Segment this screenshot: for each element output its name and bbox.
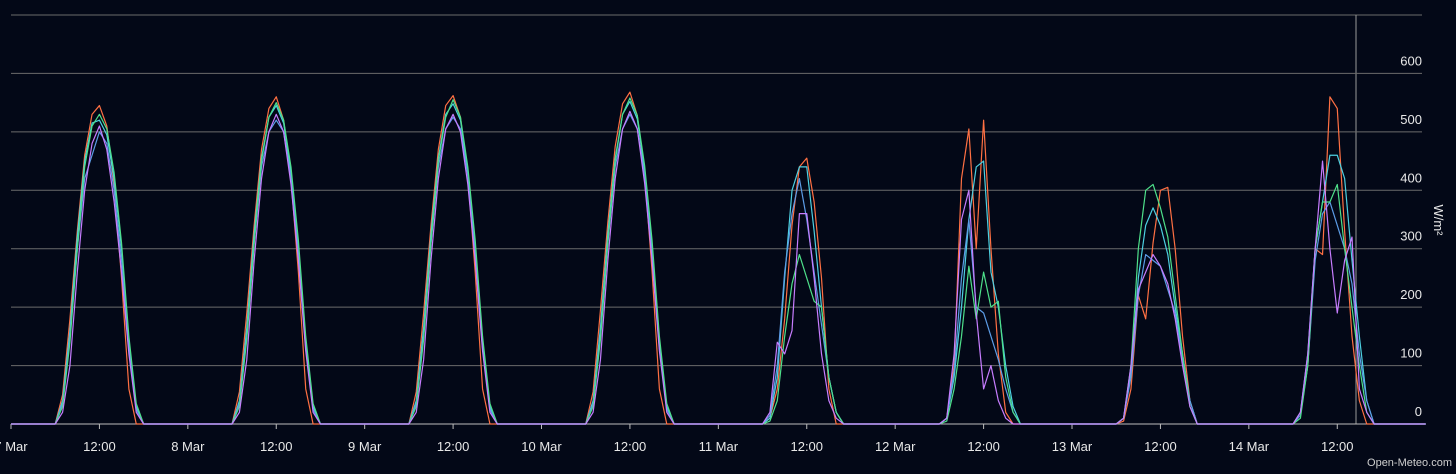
x-tick-label: 12:00	[1321, 439, 1354, 454]
x-tick-label: 14 Mar	[1229, 439, 1270, 454]
x-tick-label: 9 Mar	[348, 439, 382, 454]
x-tick-label: 8 Mar	[171, 439, 205, 454]
x-tick-label: 12:00	[967, 439, 1000, 454]
x-tick-label: 12 Mar	[875, 439, 916, 454]
y-tick-label: 300	[1400, 229, 1422, 244]
y-axis-label: W/m²	[1431, 204, 1446, 236]
x-tick-label: 12:00	[260, 439, 293, 454]
x-tick-label: 12:00	[437, 439, 470, 454]
y-tick-label: 400	[1400, 170, 1422, 185]
y-tick-label: 0	[1415, 404, 1422, 419]
x-tick-label: 12:00	[1144, 439, 1177, 454]
x-tick-label: 13 Mar	[1052, 439, 1093, 454]
x-tick-label: 12:00	[790, 439, 823, 454]
x-tick-label: 12:00	[614, 439, 647, 454]
y-tick-label: 100	[1400, 346, 1422, 361]
source-credit: Open-Meteo.com	[1367, 457, 1452, 469]
y-tick-label: 600	[1400, 53, 1422, 68]
x-tick-label: 7 Mar	[0, 439, 28, 454]
y-tick-label: 200	[1400, 287, 1422, 302]
series-line	[11, 110, 1426, 425]
y-tick-label: 500	[1400, 112, 1422, 127]
x-tick-label: 10 Mar	[521, 439, 562, 454]
x-tick-label: 12:00	[83, 439, 116, 454]
x-tick-label: 11 Mar	[699, 439, 739, 454]
